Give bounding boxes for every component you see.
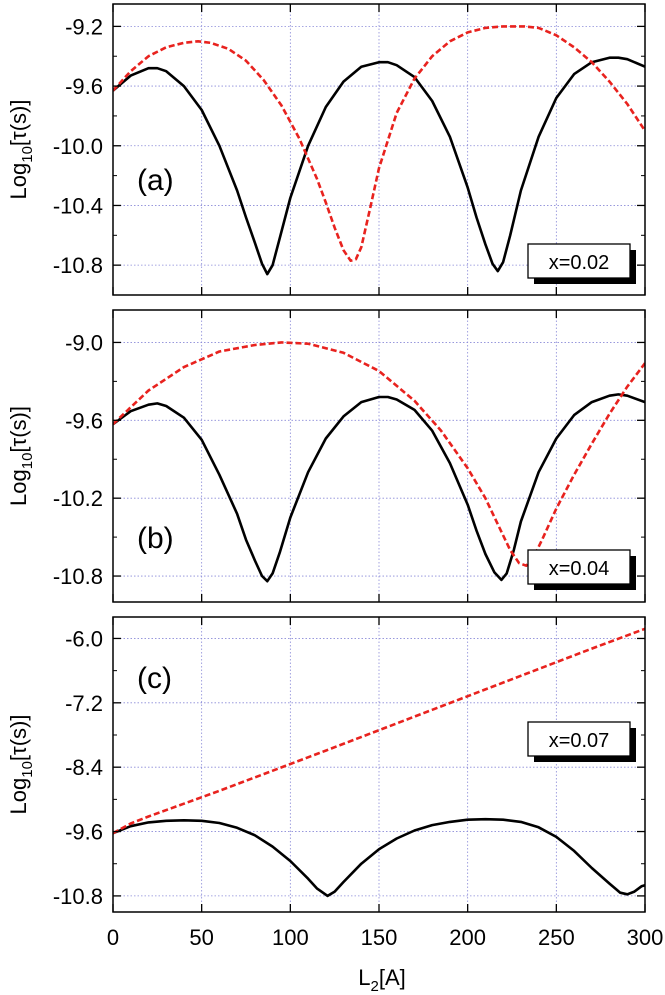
grid xyxy=(112,310,646,602)
series-line-dashed xyxy=(113,25,645,262)
y-tick-label: -6.0 xyxy=(65,626,103,651)
panel-label: (a) xyxy=(137,164,174,197)
x-tick-label: 100 xyxy=(272,925,309,950)
y-axis-title: Log10[τ(s)] xyxy=(6,715,36,815)
x-tick-label: 250 xyxy=(538,925,575,950)
y-tick-label: -9.6 xyxy=(65,820,103,845)
x-axis-title: L2[A] xyxy=(358,965,406,995)
y-tick-label: -10.4 xyxy=(53,193,103,218)
series-line-solid xyxy=(113,393,645,583)
x-tick-label: 50 xyxy=(189,925,213,950)
x-tick-label: 150 xyxy=(361,925,398,950)
y-tick-label: -7.2 xyxy=(65,691,103,716)
y-axis-title: Log10[τ(s)] xyxy=(6,406,36,506)
y-tick-label: -9.0 xyxy=(65,330,103,355)
panel-label: (c) xyxy=(137,662,172,695)
panel-b: -9.0 -9.6 -10.2 -10.8 Log10[τ(s)] (b) x=0.04 xyxy=(6,309,646,603)
y-tick-label: -9.6 xyxy=(65,408,103,433)
y-tick-label: -10.8 xyxy=(53,253,103,278)
series-line-dashed xyxy=(113,341,645,567)
grid xyxy=(112,617,646,912)
y-tick-label: -10.2 xyxy=(53,486,103,511)
panel-c: -6.0 -7.2 -8.4 -9.6 -10.8 Log10[τ(s)] (c) x=0.0… xyxy=(6,616,646,913)
y-tick-label: -9.6 xyxy=(65,74,103,99)
panel-a: -9.2 -9.6 -10.0 -10.4 -10.8 Log10[τ(s)] (a) x=0… xyxy=(6,3,646,296)
x-tick-label: 300 xyxy=(627,925,664,950)
label-box-text: x=0.02 xyxy=(549,252,610,274)
x-axis-tick-labels: 0 50 100 150 200 250 300 xyxy=(107,925,663,950)
y-tick-label: -10.0 xyxy=(53,134,103,159)
series-line-solid xyxy=(113,817,645,898)
label-box xyxy=(527,549,631,585)
series-line-solid xyxy=(113,56,645,276)
label-box xyxy=(527,243,631,279)
x-tick-label: 0 xyxy=(107,925,119,950)
label-box xyxy=(527,721,631,757)
x-tick-label: 200 xyxy=(449,925,486,950)
label-box-text: x=0.04 xyxy=(549,558,610,580)
label-box-text: x=0.07 xyxy=(549,730,610,752)
panels: -9.2 -9.6 -10.0 -10.4 -10.8 Log10[τ(s)] (a) x=0… xyxy=(6,3,646,913)
series-line-dashed xyxy=(113,627,645,835)
y-tick-label: -10.8 xyxy=(53,564,103,589)
y-axis-title: Log10[τ(s)] xyxy=(6,100,36,200)
y-tick-label: -10.8 xyxy=(53,884,103,909)
panel-label: (b) xyxy=(137,522,174,555)
y-tick-label: -8.4 xyxy=(65,755,103,780)
y-tick-label: -9.2 xyxy=(65,14,103,39)
